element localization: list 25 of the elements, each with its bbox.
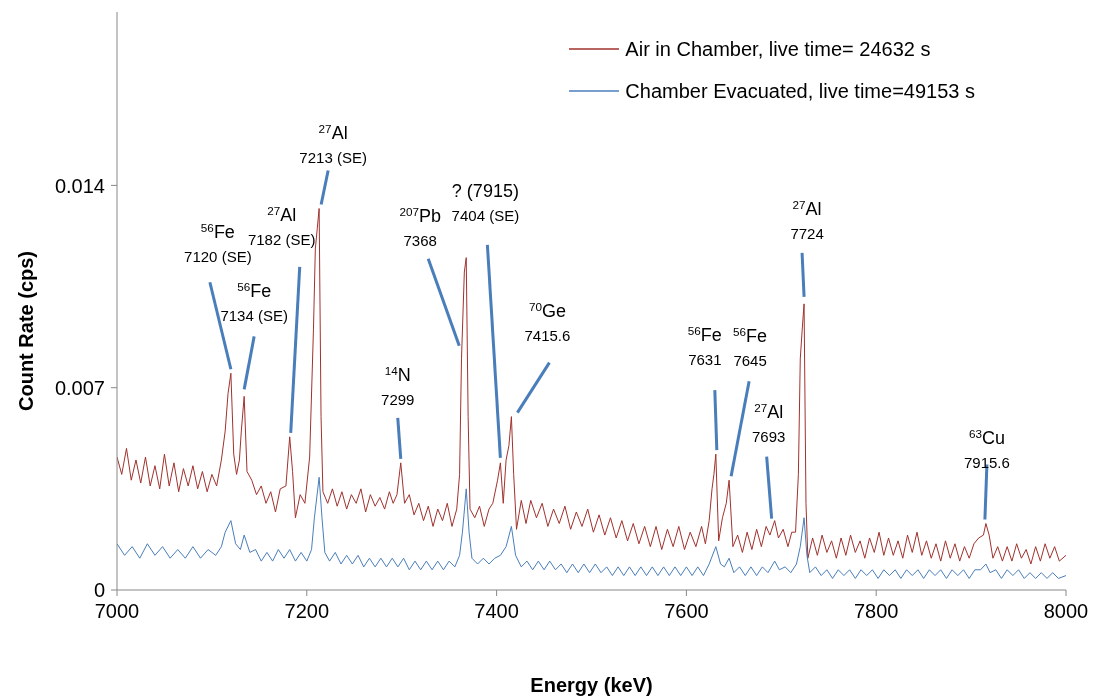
x-tick-label: 7600	[664, 600, 709, 623]
annotation: $^{56}$Fe 7645	[733, 324, 768, 370]
annotation: $^{56}$Fe 7134 (SE)	[220, 279, 288, 325]
annotation: $^{70}$Ge 7415.6	[524, 299, 571, 344]
y-axis-title: Count Rate (cps)	[15, 251, 38, 411]
line-series	[117, 476, 1066, 579]
legend-label: Air in Chamber, live time= 24632 s	[625, 37, 931, 62]
annotation: $^{207}$Pb 7368	[399, 204, 442, 249]
y-tick-label: 0.014	[54, 174, 105, 197]
x-tick-label: 7200	[284, 600, 330, 623]
annotation: $^{14}$N 7299	[381, 363, 415, 408]
x-tick-label: 7400	[474, 600, 519, 623]
y-tick-label: 0	[93, 579, 105, 602]
annotation: $^{56}$Fe 7631	[687, 323, 722, 369]
annotation: $^{27}$Al 7213 (SE)	[299, 121, 367, 166]
x-tick-label: 7000	[94, 600, 140, 623]
annotation: ? (7915) 7404 (SE)	[451, 180, 520, 224]
x-tick-label: 7800	[853, 600, 899, 623]
annotation: $^{27}$Al 7724	[790, 197, 824, 242]
annotation: $^{27}$Al 7693	[751, 400, 786, 445]
x-axis-title: Energy (keV)	[530, 674, 653, 696]
y-tick-label: 0.007	[54, 376, 105, 399]
legend-label: Chamber Evacuated, live time=49153 s	[625, 79, 975, 104]
x-tick-label: 8000	[1043, 600, 1089, 623]
annotation: $^{63}$Cu 7915.6	[963, 426, 1010, 471]
